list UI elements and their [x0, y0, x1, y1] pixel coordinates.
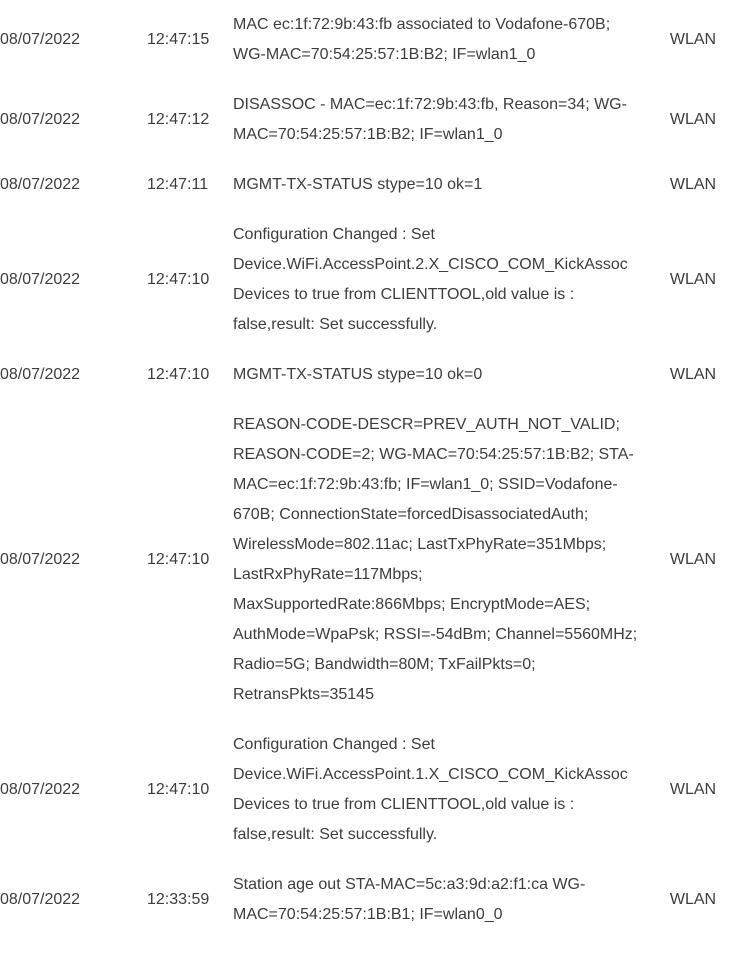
log-date-cell: 08/07/2022 — [0, 366, 81, 383]
log-row: 08/07/2022 12:33:59 Station age out STA-… — [0, 860, 747, 940]
log-category-cell: WLAN — [669, 551, 717, 568]
log-date-cell: 08/07/2022 — [0, 176, 81, 193]
log-category-cell: WLAN — [669, 31, 717, 48]
log-time-cell: 12:47:10 — [147, 551, 210, 568]
log-message-cell: MGMT-TX-STATUS stype=10 ok=1 — [233, 176, 483, 193]
log-date-cell: 08/07/2022 — [0, 781, 81, 798]
log-time-cell: 12:47:10 — [147, 271, 210, 288]
log-row: 08/07/2022 12:47:10 REASON-CODE-DESCR=PR… — [0, 400, 747, 720]
log-message-cell: DISASSOC - MAC=ec:1f:72:9b:43:fb, Reason… — [233, 96, 627, 143]
log-time-cell: 12:47:10 — [147, 366, 210, 383]
log-category-cell: WLAN — [669, 271, 717, 288]
log-time-cell: 12:47:11 — [147, 176, 209, 193]
log-row: 08/07/2022 12:47:10 Configuration Change… — [0, 210, 747, 350]
log-time-cell: 12:47:10 — [147, 781, 210, 798]
log-row: 08/07/2022 12:47:11 MGMT-TX-STATUS stype… — [0, 160, 747, 210]
log-category-cell: WLAN — [669, 366, 717, 383]
log-category-cell: WLAN — [669, 781, 717, 798]
log-message-cell: Configuration Changed : Set Device.WiFi.… — [233, 226, 628, 333]
log-category-cell: WLAN — [669, 111, 717, 128]
log-row: 08/07/2022 12:47:15 MAC ec:1f:72:9b:43:f… — [0, 0, 747, 80]
log-message-cell: MGMT-TX-STATUS stype=10 ok=0 — [233, 366, 483, 383]
log-date-cell: 08/07/2022 — [0, 31, 81, 48]
log-date-cell: 08/07/2022 — [0, 891, 81, 908]
log-message-cell: REASON-CODE-DESCR=PREV_AUTH_NOT_VALID; R… — [233, 416, 638, 703]
log-row: 08/07/2022 12:47:12 DISASSOC - MAC=ec:1f… — [0, 80, 747, 160]
log-message-cell: MAC ec:1f:72:9b:43:fb associated to Voda… — [233, 16, 611, 63]
log-category-cell: WLAN — [669, 891, 717, 908]
event-log-table: 08/07/2022 12:47:15 MAC ec:1f:72:9b:43:f… — [0, 0, 747, 940]
log-date-cell: 08/07/2022 — [0, 551, 81, 568]
log-message-cell: Configuration Changed : Set Device.WiFi.… — [233, 736, 628, 843]
log-time-cell: 12:47:15 — [147, 31, 210, 48]
log-date-cell: 08/07/2022 — [0, 271, 81, 288]
log-date-cell: 08/07/2022 — [0, 111, 81, 128]
log-time-cell: 12:47:12 — [147, 111, 210, 128]
log-time-cell: 12:33:59 — [147, 891, 210, 908]
log-row: 08/07/2022 12:47:10 Configuration Change… — [0, 720, 747, 860]
log-row: 08/07/2022 12:47:10 MGMT-TX-STATUS stype… — [0, 350, 747, 400]
log-category-cell: WLAN — [669, 176, 717, 193]
log-message-cell: Station age out STA-MAC=5c:a3:9d:a2:f1:c… — [233, 876, 586, 923]
